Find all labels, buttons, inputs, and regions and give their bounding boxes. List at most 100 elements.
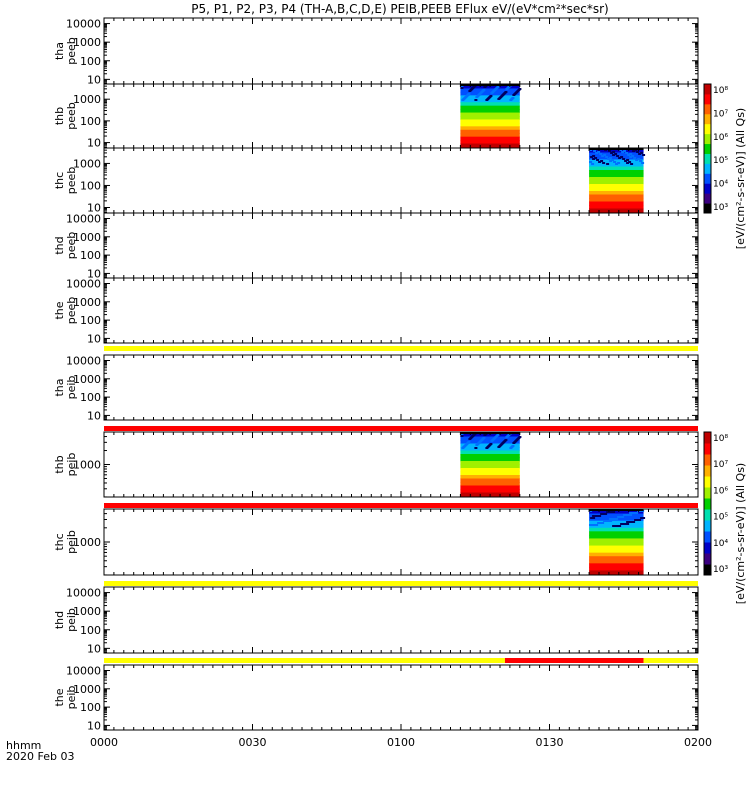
- spectrogram-thc-peib-speckle: [612, 525, 616, 527]
- panel-frame: [103, 586, 699, 654]
- spectrogram-thc-peeb-speckle: [641, 162, 645, 164]
- colorbar-swatch: [704, 476, 711, 488]
- spectrogram-thb-peib-speckle: [504, 439, 508, 441]
- spectrogram-thc-peib-row: [589, 542, 644, 547]
- colorbar-swatch: [704, 143, 711, 154]
- chart-title: P5, P1, P2, P3, P4 (TH-A,B,C,D,E) PEIB,P…: [191, 2, 608, 16]
- spectrogram-thc-peib-speckle: [615, 518, 619, 520]
- spectrogram-thc-peib-speckle: [609, 518, 613, 520]
- y-label-probe: thc: [53, 533, 66, 550]
- y-label-instrument: peeb: [65, 37, 78, 65]
- spectrogram-thc-peeb-speckle: [618, 157, 622, 159]
- spectrogram-thc-peeb-row: [589, 198, 644, 203]
- spectrogram-thc-peeb-speckle: [609, 160, 613, 162]
- spectrogram-thb-peeb-speckle: [467, 93, 471, 95]
- status-bar: [104, 658, 698, 663]
- spectrogram-thb-peib-row: [460, 471, 520, 476]
- spectrogram-thb-peeb-row: [460, 91, 520, 96]
- spectrogram-thc-peeb-row: [589, 191, 644, 196]
- spectrogram-thb-peeb-speckle: [496, 86, 500, 88]
- spectrogram-thb-peeb-row: [460, 105, 520, 110]
- spectrogram-thc-peeb-speckle: [628, 161, 632, 163]
- spectrogram-thb-peib-row: [460, 489, 520, 494]
- y-tick-label: 1000: [73, 605, 101, 618]
- colorbar-swatch: [704, 465, 711, 477]
- spectrogram-thc-peeb-speckle: [622, 158, 626, 160]
- spectrogram-thb-peib-row: [460, 440, 520, 445]
- spectrogram-thc-peeb-speckle: [609, 157, 613, 159]
- spectrogram-thc-peeb-speckle: [600, 160, 604, 162]
- spectrogram-thc-peeb-speckle: [627, 154, 631, 156]
- spectrogram-thc-peib-row: [589, 510, 644, 515]
- spectrogram-thb-peib-speckle: [489, 443, 493, 445]
- spectrogram-thc-peeb-row: [589, 187, 644, 192]
- spectrogram-thb-peeb-row: [460, 136, 520, 141]
- colorbar-tick-label: 10⁶: [713, 133, 728, 143]
- colorbar-tick-label: 10⁴: [713, 180, 728, 190]
- spectrogram-thc-peeb-speckle: [597, 151, 601, 153]
- y-label-instrument: peib: [65, 686, 78, 710]
- colorbar-swatch: [704, 163, 711, 174]
- spectrogram-thb-peeb-row: [460, 129, 520, 134]
- spectrogram-thc-peeb-speckle: [612, 154, 616, 156]
- colorbar-swatch: [704, 487, 711, 499]
- y-tick-label: 10000: [66, 664, 101, 677]
- colorbar-swatch: [704, 103, 711, 115]
- y-tick-label: 100: [80, 624, 101, 637]
- y-tick-label: 100: [80, 701, 101, 714]
- spectrogram-thc-peeb-row: [589, 149, 644, 154]
- colorbar-swatch: [704, 193, 711, 204]
- time-tick-label: 0100: [387, 736, 415, 749]
- spectrogram-thb-peib-row: [460, 475, 520, 480]
- spectrogram-thc-peib-speckle: [625, 514, 629, 516]
- spectrogram-thc-peib-speckle: [630, 521, 634, 523]
- spectrogram-thc-peeb-speckle: [592, 155, 596, 157]
- spectrogram-thc-peib-speckle: [636, 519, 640, 521]
- spectrogram-thc-peib-speckle: [629, 512, 633, 514]
- y-tick-label: 1000: [73, 157, 101, 170]
- spectrogram-thc-peib-speckle: [628, 521, 632, 523]
- y-tick-label: 10000: [66, 354, 101, 367]
- y-label-instrument: peib: [65, 530, 78, 554]
- spectrogram-thb-peeb-speckle: [518, 88, 522, 90]
- panel-thc-peib: 1000 thc peib: [53, 508, 699, 576]
- time-tick-label: 0030: [239, 736, 267, 749]
- status-bar: [104, 503, 698, 508]
- spectrogram-thc-peib-speckle: [592, 515, 596, 517]
- spectrogram-thc-peeb-speckle: [593, 150, 597, 152]
- spectrogram-thc-peib-speckle: [612, 511, 616, 513]
- y-tick-label: 1000: [73, 373, 101, 386]
- spectrogram-thc-peeb-speckle: [610, 152, 614, 154]
- time-tick-label: 0200: [684, 736, 712, 749]
- spectrogram-thb-peib-row: [460, 464, 520, 469]
- spectrogram-thb-peib-row: [460, 461, 520, 466]
- y-tick-label: 100: [80, 179, 101, 192]
- spectrogram-thc-peeb-speckle: [605, 156, 609, 158]
- colorbar-swatch: [704, 173, 711, 184]
- panel-frame: [103, 277, 699, 344]
- y-tick-label: 1000: [73, 683, 101, 696]
- spectrogram-thb-peeb-row: [460, 112, 520, 117]
- spectrogram-thc-peeb-speckle: [606, 163, 610, 165]
- spectrogram-thb-peeb-row: [460, 140, 520, 145]
- spectrogram-thc-peeb-speckle: [615, 163, 619, 165]
- y-label-probe: the: [53, 688, 66, 706]
- y-tick-label: 10000: [66, 212, 101, 225]
- y-tick-label: 100: [80, 314, 101, 327]
- status-bar-segment: [104, 426, 698, 431]
- spectrogram-thb-peib-speckle: [518, 436, 522, 438]
- spectrogram-thc-peib-speckle: [599, 522, 603, 524]
- status-bar: [104, 426, 698, 431]
- y-label-probe: tha: [53, 378, 66, 396]
- spectrogram-thc-peib-speckle: [635, 512, 639, 514]
- colorbar-swatch: [704, 542, 711, 554]
- y-tick-label: 100: [80, 249, 101, 262]
- spectrogram-thc-peeb-speckle: [633, 157, 637, 159]
- y-tick-label: 10: [87, 409, 101, 422]
- colorbar-label: [eV/(cm²-s-sr-eV)] (All Qs): [734, 108, 747, 249]
- spectrogram-thc-peeb-speckle: [614, 153, 618, 155]
- spectrogram-thc-peeb-row: [589, 159, 644, 164]
- spectrogram-thc-peeb-speckle: [624, 160, 628, 162]
- colorbar-tick-label: 10⁵: [713, 156, 728, 166]
